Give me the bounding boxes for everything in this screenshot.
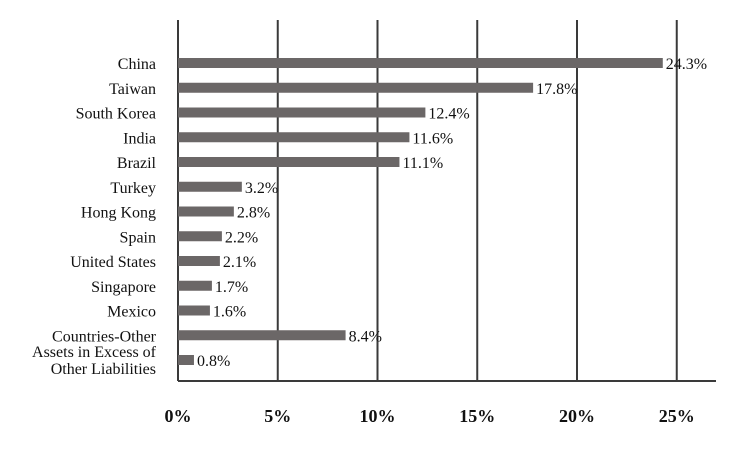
category-labels: China Taiwan South Korea India Brazil Turkey H… [32,56,157,378]
grid-lines [177,20,678,381]
category-label: Singapore [91,279,156,296]
x-tick-labels: 0% 5% 10% 15% 20% 25% [165,406,695,426]
bar [178,82,534,93]
data-label: 8.4% [349,328,382,345]
x-tick-label: 20% [559,406,595,426]
category-label: South Korea [76,106,156,123]
data-label: 17.8% [536,81,577,98]
bar [178,107,426,118]
category-label: Countries-Other [52,328,157,345]
x-tick-label: 25% [659,406,695,426]
data-label: 12.4% [428,106,469,123]
category-label: China [118,56,156,73]
bar [178,305,210,316]
bar [178,181,242,192]
category-label: Mexico [107,304,156,321]
bar [178,206,234,217]
bar [178,330,346,341]
x-tick-label: 5% [264,406,291,426]
category-label: Assets in Excess of Other Liabilities [32,344,157,378]
bar [178,157,400,167]
category-label: India [123,130,156,147]
category-label: Taiwan [109,81,156,98]
x-tick-label: 10% [360,406,396,426]
bar [178,256,220,266]
data-label: 2.8% [237,205,270,222]
data-label: 2.2% [225,229,258,246]
category-label: United States [70,254,156,271]
data-label: 0.8% [197,353,230,370]
category-label: Spain [120,229,156,246]
data-label: 3.2% [245,180,278,197]
data-label: 24.3% [666,56,707,73]
x-tick-label: 0% [165,406,192,426]
bar [178,355,194,365]
data-label: 1.6% [213,304,246,321]
bar [178,231,222,242]
bars [178,58,663,365]
category-label: Hong Kong [81,205,156,222]
data-label: 11.6% [412,130,453,147]
category-label: Brazil [117,155,157,172]
data-label: 1.7% [215,279,248,296]
data-label: 2.1% [223,254,256,271]
data-label: 11.1% [402,155,443,172]
bar [178,58,663,68]
bar [178,132,410,143]
bar [178,280,212,291]
value-labels: 24.3% 17.8% 12.4% 11.6% 11.1% 3.2% 2.8% 2.2% 2.1… [197,56,707,370]
x-tick-label: 15% [459,406,495,426]
category-label: Turkey [110,180,156,197]
